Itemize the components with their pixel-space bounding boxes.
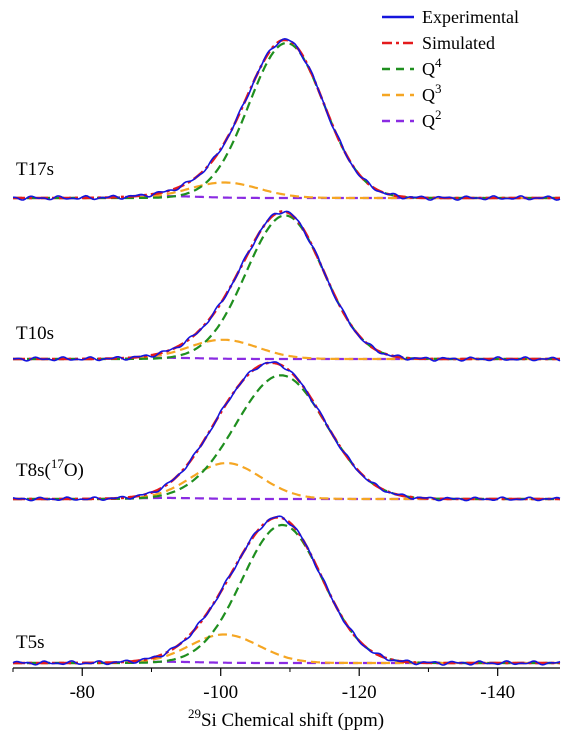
panel-2-experimental-curve xyxy=(12,361,561,502)
legend-label: Q3 xyxy=(422,81,442,105)
panel-1-experimental-curve xyxy=(12,210,561,362)
panel-label-main: T17s xyxy=(16,159,54,180)
panel-label-main: T10s xyxy=(16,323,54,344)
panel-1-q4-curve xyxy=(13,214,560,361)
panel-3-simulated-curve xyxy=(13,515,560,665)
panel-3-q3-curve xyxy=(13,633,560,665)
panel-0-simulated-curve xyxy=(13,38,560,200)
panel-3-label: T5s xyxy=(16,632,45,653)
panel-label-main: T8s( xyxy=(16,460,51,481)
panel-0-experimental-curve xyxy=(13,37,561,201)
panel-2-q3-curve xyxy=(13,462,560,501)
panel-0-q4-curve xyxy=(13,41,560,200)
legend-label: Q4 xyxy=(422,55,442,79)
legend-label: Simulated xyxy=(422,33,495,53)
panel-label-suffix: O) xyxy=(64,460,84,481)
panel-0-label: T17s xyxy=(16,159,54,180)
legend-item-3: Q3 xyxy=(382,81,442,105)
legend-item-4: Q2 xyxy=(382,107,442,131)
x-axis-title-superscript: 29 xyxy=(188,706,201,721)
spectra-panels: T17s T10s T8s(17O) T5s xyxy=(12,37,561,666)
panel-label-main: T5s xyxy=(16,632,45,653)
panel-2: T8s(17O) xyxy=(12,361,561,502)
x-tick-label: -100 xyxy=(203,682,238,703)
panel-0: T17s xyxy=(13,37,561,201)
legend-item-1: Simulated xyxy=(382,33,495,53)
x-axis: -80 -100 -120 -140 29Si Chemical shift (ppm… xyxy=(12,667,560,731)
x-axis-ticks: -80 -100 -120 -140 xyxy=(12,668,515,703)
panel-1-q3-curve xyxy=(13,338,560,361)
x-tick-label: -120 xyxy=(342,682,377,703)
x-axis-title-text: Si Chemical shift (ppm) xyxy=(201,710,384,731)
panel-2-simulated-curve xyxy=(13,361,560,501)
panel-3-q4-curve xyxy=(13,523,560,665)
legend-item-2: Q4 xyxy=(382,55,442,79)
panel-label-superscript: 17 xyxy=(51,456,65,471)
panel-3: T5s xyxy=(12,515,561,666)
x-axis-title: 29Si Chemical shift (ppm) xyxy=(188,706,384,731)
x-tick-label: -140 xyxy=(480,682,515,703)
panel-3-experimental-curve xyxy=(12,515,561,666)
panel-1-label: T10s xyxy=(16,323,54,344)
panel-2-q4-curve xyxy=(13,374,560,501)
panel-1-simulated-curve xyxy=(13,210,560,361)
legend-label: Experimental xyxy=(422,7,519,27)
legend-label: Q2 xyxy=(422,107,442,131)
panel-0-q3-curve xyxy=(13,181,560,200)
x-tick-label: -80 xyxy=(70,682,95,703)
panel-1: T10s xyxy=(12,210,561,362)
legend-item-0: Experimental xyxy=(382,7,519,27)
panel-2-label: T8s(17O) xyxy=(16,456,84,481)
